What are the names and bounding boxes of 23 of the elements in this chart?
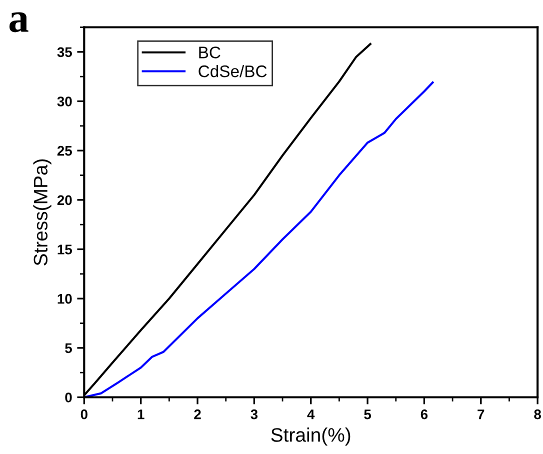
legend-label: BC [199,46,220,58]
legend-label: CdSe/BC [198,64,267,78]
x-tick-label: 6 [420,409,428,420]
x-tick-label: 8 [534,409,542,420]
x-tick-label: 0 [80,409,88,420]
y-tick-label: 20 [57,195,72,206]
x-axis-title: Strain(%) [271,428,350,446]
text: a [9,12,28,32]
y-axis-title: Stress(MPa) [33,159,52,266]
y-tick-label: 30 [57,96,72,106]
x-tick-label: 7 [478,410,484,420]
line-series [84,81,434,398]
y-tick-label: 10 [58,294,72,304]
y-tick-label: 5 [65,343,72,354]
y-tick-label: 0 [65,392,72,402]
x-tick-label: 5 [364,410,372,420]
x-tick-label: 1 [138,410,144,420]
y-tick-label: 35 [57,47,72,58]
x-tick-label: 3 [250,409,258,420]
x-tick-label: 4 [307,410,315,420]
y-tick-label: 15 [58,244,72,254]
y-tick-label: 25 [57,146,72,156]
x-tick-label: 2 [194,409,201,420]
